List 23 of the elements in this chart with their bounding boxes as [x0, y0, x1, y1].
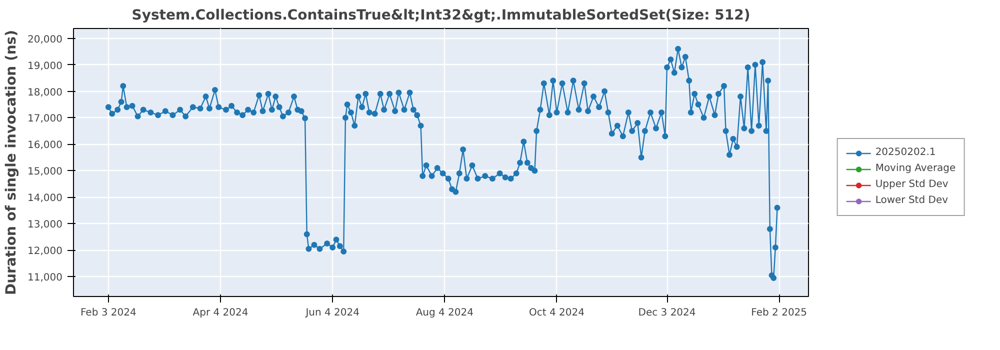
x-tick-label: Jun 4 2024: [304, 308, 360, 318]
legend-label: 20250202.1: [875, 146, 936, 158]
y-tick-label: 20,000: [28, 34, 63, 46]
y-tick-label: 17,000: [28, 114, 63, 125]
y-tick-label: 11,000: [28, 272, 63, 284]
x-tick-label: Feb 2 2025: [751, 308, 808, 318]
x-tick-label: Apr 4 2024: [192, 308, 248, 318]
x-tick-label: Oct 4 2024: [529, 308, 584, 318]
y-tick-label: 13,000: [28, 220, 63, 231]
y-tick-label: 14,000: [28, 193, 63, 204]
x-tick-label: Aug 4 2024: [416, 308, 474, 318]
x-tick-label: Feb 3 2024: [80, 308, 136, 318]
y-tick-label: 19,000: [28, 60, 63, 72]
chart-title: System.Collections.ContainsTrue&lt;Int32&gt;.ImmutableSortedSet(Size: 512): [132, 8, 750, 24]
y-axis-title: Duration of single invocation (ns): [4, 30, 20, 296]
x-tick-label: Dec 3 2024: [638, 308, 696, 318]
y-tick-label: 18,000: [28, 87, 63, 98]
y-tick-label: 16,000: [28, 140, 63, 152]
legend-label: Lower Std Dev: [875, 194, 948, 206]
legend-label: Upper Std Dev: [875, 178, 948, 190]
legend-label: Moving Average: [875, 162, 956, 174]
y-tick-label: 12,000: [28, 246, 63, 258]
y-tick-label: 15,000: [28, 166, 63, 178]
